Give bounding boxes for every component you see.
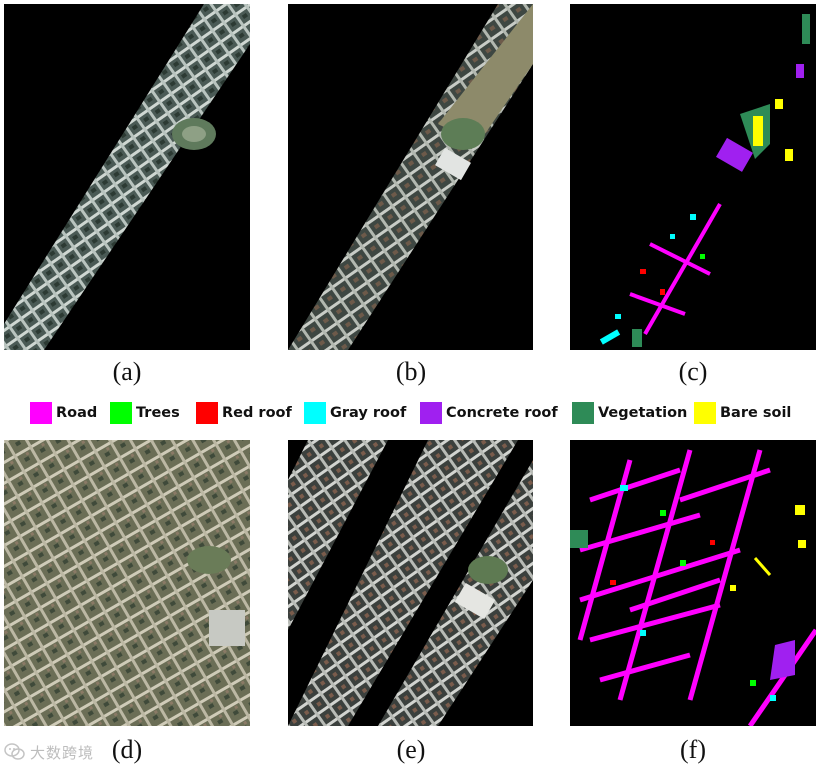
classification-map-f: [570, 449, 816, 726]
image-panel-e: [288, 440, 533, 726]
legend-swatch-road: [30, 402, 52, 424]
legend-swatch-vegetation: [572, 402, 594, 424]
image-panel-b: [288, 4, 533, 350]
legend-swatch-concrete-roof: [420, 402, 442, 424]
caption-f: (f): [680, 735, 706, 764]
legend-swatch-red-roof: [196, 402, 218, 424]
legend-item-gray-roof: Gray roof: [304, 400, 406, 426]
image-panel-d: [4, 440, 250, 726]
caption-a: (a): [112, 357, 142, 386]
legend-label-vegetation: Vegetation: [598, 405, 688, 421]
legend-item-bare-soil: Bare soil: [694, 400, 791, 426]
legend-label-red-roof: Red roof: [222, 405, 292, 421]
legend-swatch-trees: [110, 402, 132, 424]
legend-label-concrete-roof: Concrete roof: [446, 405, 558, 421]
legend-item-trees: Trees: [110, 400, 180, 426]
classification-map-c: [599, 14, 810, 347]
image-panel-a: [4, 4, 250, 350]
ground-truth-panel-f: [570, 440, 816, 726]
aerial-image-d: [4, 440, 250, 726]
watermark-text: 大数跨境: [30, 743, 95, 762]
wechat-icon: [4, 742, 26, 762]
caption-e: (e): [396, 735, 426, 764]
legend-item-vegetation: Vegetation: [572, 400, 687, 426]
legend-item-concrete-roof: Concrete roof: [420, 400, 558, 426]
legend-label-trees: Trees: [136, 405, 180, 421]
aerial-image-e: [288, 440, 533, 726]
aerial-image-a: [4, 4, 250, 350]
legend-label-bare-soil: Bare soil: [720, 405, 792, 421]
caption-c: (c): [678, 357, 708, 386]
legend-swatch-gray-roof: [304, 402, 326, 424]
watermark: 大数跨境: [4, 740, 94, 764]
legend-swatch-bare-soil: [694, 402, 716, 424]
caption-d: (d): [111, 735, 143, 764]
ground-truth-panel-c: [570, 4, 816, 350]
aerial-image-b: [288, 4, 533, 350]
legend-item-road: Road: [30, 400, 97, 426]
legend-label-gray-roof: Gray roof: [330, 405, 407, 421]
caption-b: (b): [395, 357, 427, 386]
legend-item-red-roof: Red roof: [196, 400, 292, 426]
legend-label-road: Road: [56, 405, 98, 421]
